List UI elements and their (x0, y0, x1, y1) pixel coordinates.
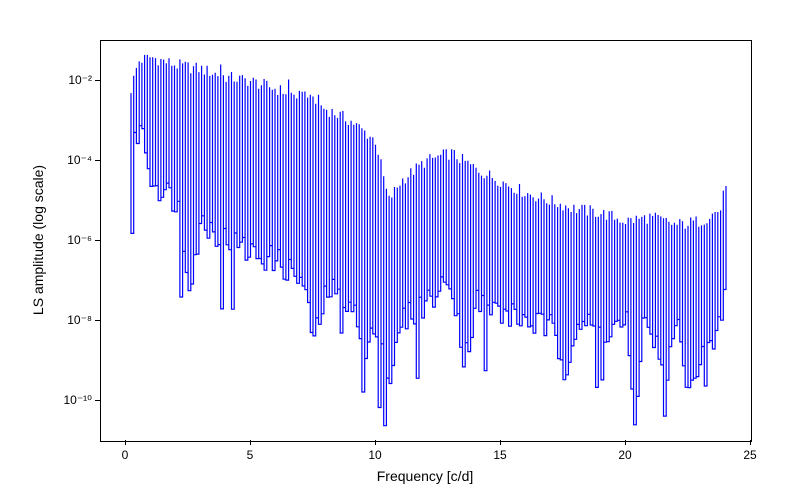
plot-area (100, 40, 752, 442)
y-tick-mark (95, 400, 100, 401)
y-tick-label: 10⁻⁴ (50, 153, 92, 167)
y-tick-label: 10⁻⁶ (50, 233, 92, 247)
x-tick-label: 10 (368, 448, 381, 462)
periodogram-path (131, 55, 726, 426)
x-tick-mark (375, 440, 376, 445)
y-tick-label: 10⁻² (50, 73, 92, 87)
y-axis-label: LS amplitude (log scale) (30, 165, 46, 315)
y-tick-mark (95, 160, 100, 161)
periodogram-line (101, 41, 751, 441)
x-tick-mark (750, 440, 751, 445)
y-tick-mark (95, 320, 100, 321)
x-tick-label: 5 (247, 448, 254, 462)
x-tick-label: 0 (122, 448, 129, 462)
x-tick-mark (625, 440, 626, 445)
x-axis-label: Frequency [c/d] (377, 468, 474, 484)
x-tick-label: 15 (493, 448, 506, 462)
y-tick-label: 10⁻⁸ (50, 313, 92, 327)
x-tick-mark (500, 440, 501, 445)
figure: Frequency [c/d] LS amplitude (log scale)… (0, 0, 800, 500)
x-tick-label: 25 (743, 448, 756, 462)
y-tick-mark (95, 80, 100, 81)
y-tick-mark (95, 240, 100, 241)
x-tick-mark (250, 440, 251, 445)
x-tick-label: 20 (618, 448, 631, 462)
y-tick-label: 10⁻¹⁰ (50, 393, 92, 407)
x-tick-mark (125, 440, 126, 445)
